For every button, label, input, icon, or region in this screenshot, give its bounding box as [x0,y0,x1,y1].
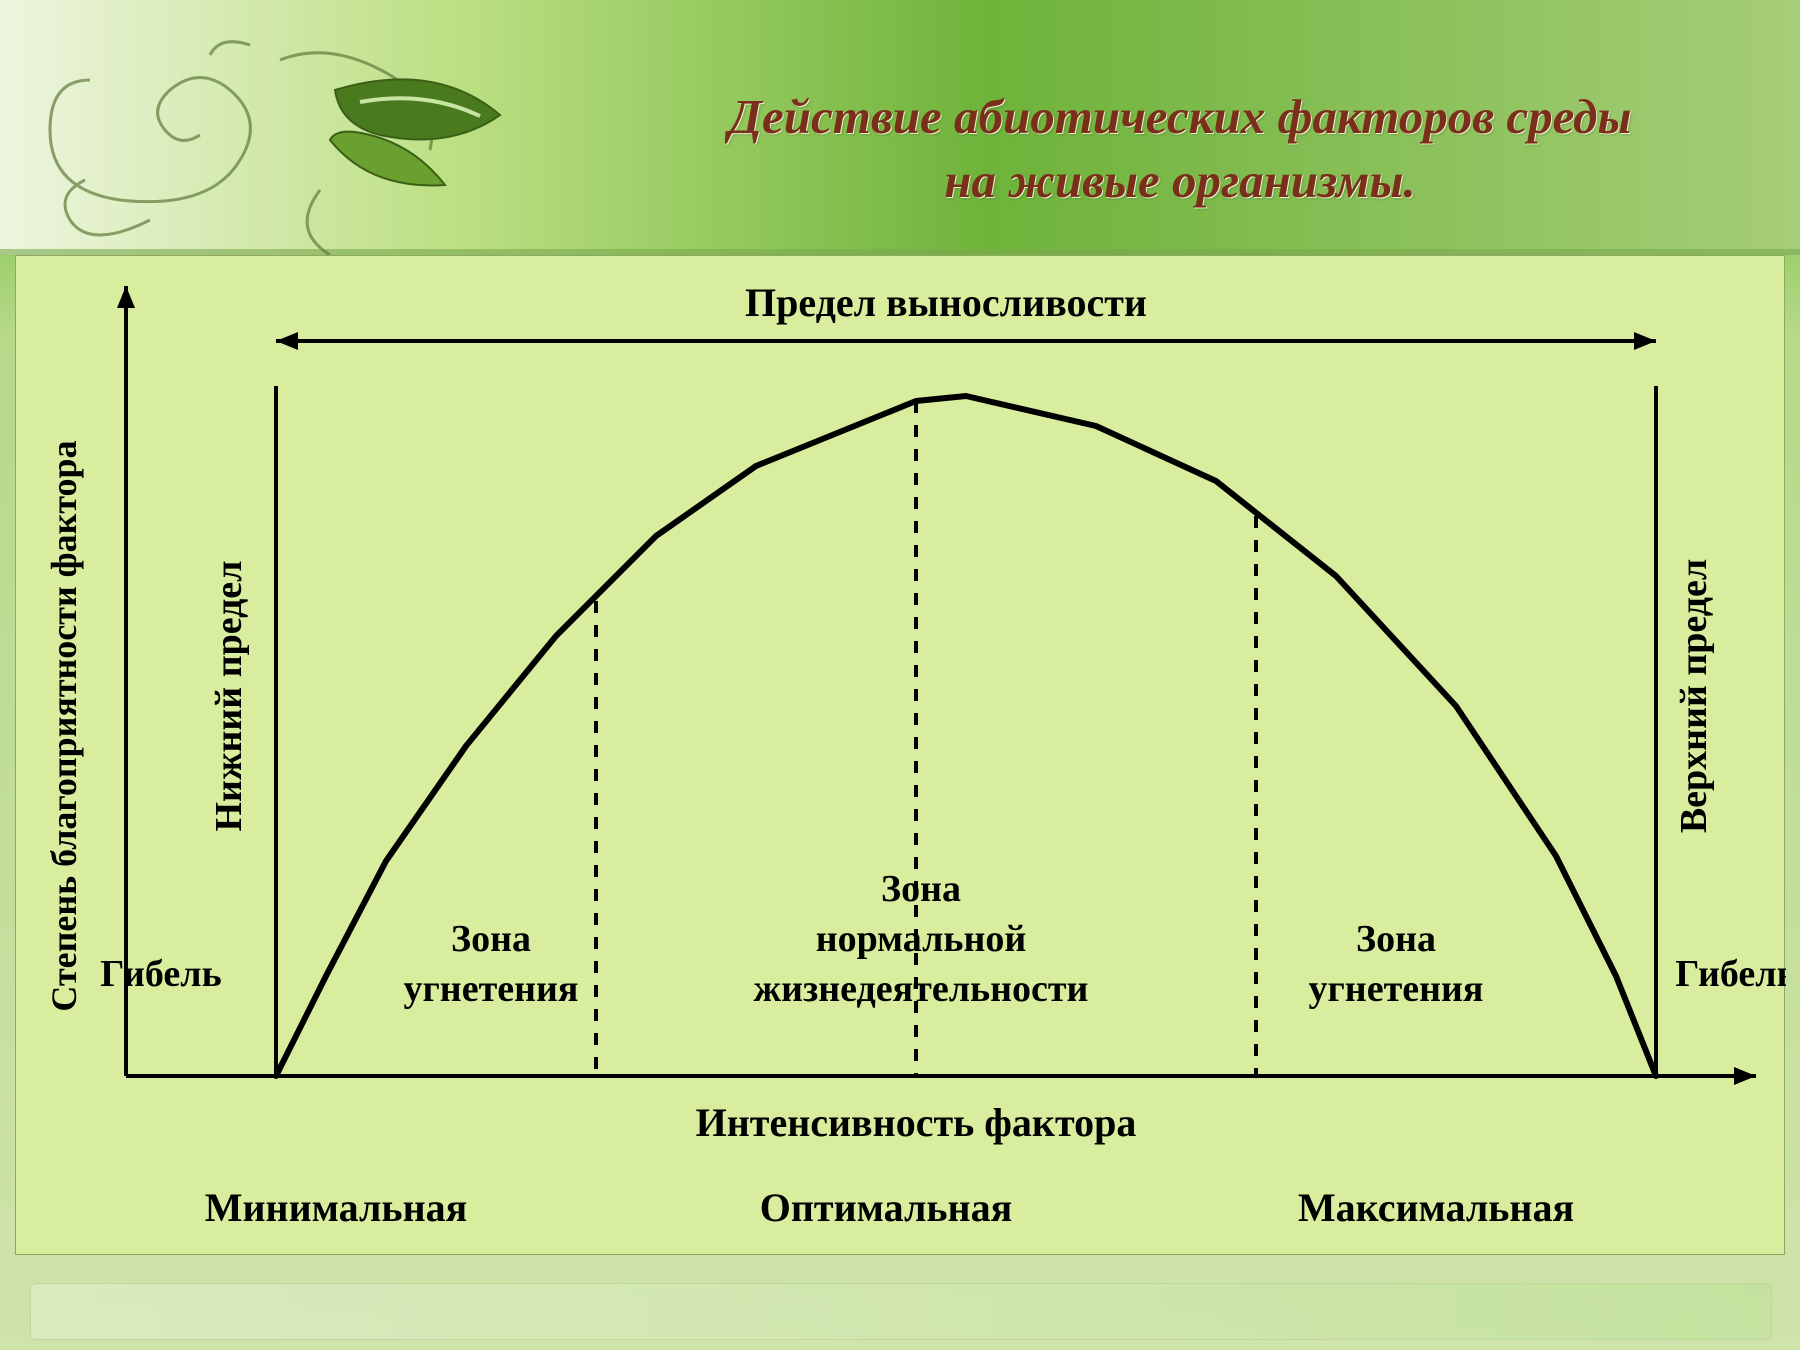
chart-label-x_axis_label: Интенсивность фактора [696,1100,1137,1145]
chart-label-zone_supp_right_1: Зона [1356,918,1436,960]
chart-label-zone_supp_left_1: Зона [451,918,531,960]
ornament-swirl-icon [30,20,550,255]
chart-label-opt_label: Оптимальная [760,1185,1012,1230]
header-band: Действие абиотических факторов среды на … [0,0,1800,255]
chart-label-max_label: Максимальная [1298,1185,1574,1230]
footer-edge [30,1283,1772,1340]
tolerance-chart: Предел выносливости Степень благоприятнос… [16,256,1786,1256]
chart-label-zone_norm_2: нормальной [816,918,1027,960]
title-line-1: Действие абиотических факторов среды [729,89,1632,144]
chart-label-death_right: Гибель [1675,953,1786,995]
chart-label-top_label: Предел выносливости [745,280,1147,325]
page: Действие абиотических факторов среды на … [0,0,1800,1350]
chart-label-upper_limit: Верхний предел [1673,559,1715,833]
chart-label-y_axis_label: Степень благоприятности фактора [44,440,84,1011]
chart-label-min_label: Минимальная [205,1185,468,1230]
chart-label-zone_supp_right_2: угнетения [1309,968,1484,1010]
chart-label-zone_norm_3: жизнедеятельности [754,968,1089,1010]
chart-label-zone_norm_1: Зона [881,868,961,910]
chart-label-death_left: Гибель [100,953,221,995]
slide-title: Действие абиотических факторов среды на … [620,85,1740,212]
chart-label-lower_limit: Нижний предел [208,561,250,832]
title-line-2: на живые организмы. [944,153,1416,208]
chart-label-zone_supp_left_2: угнетения [404,968,579,1010]
chart-panel: Предел выносливости Степень благоприятнос… [15,255,1785,1255]
